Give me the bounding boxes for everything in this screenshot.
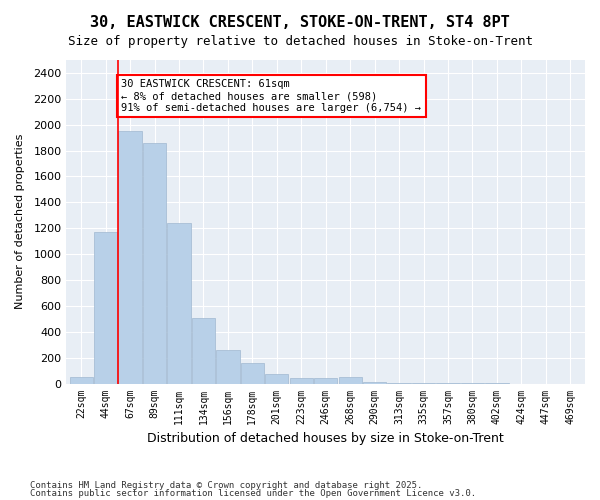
Y-axis label: Number of detached properties: Number of detached properties [15, 134, 25, 310]
Bar [338, 377, 362, 384]
Bar [314, 378, 337, 384]
Bar [94, 232, 117, 384]
Bar [118, 131, 142, 384]
Bar [290, 378, 313, 384]
Bar [143, 143, 166, 384]
Bar [192, 318, 215, 384]
Bar [388, 383, 411, 384]
Bar [241, 363, 264, 384]
X-axis label: Distribution of detached houses by size in Stoke-on-Trent: Distribution of detached houses by size … [148, 432, 504, 445]
Bar [216, 350, 239, 384]
Bar [363, 382, 386, 384]
Text: Size of property relative to detached houses in Stoke-on-Trent: Size of property relative to detached ho… [67, 35, 533, 48]
Bar [167, 223, 191, 384]
Bar [70, 377, 93, 384]
Text: Contains HM Land Registry data © Crown copyright and database right 2025.: Contains HM Land Registry data © Crown c… [30, 481, 422, 490]
Bar [265, 374, 289, 384]
Text: 30 EASTWICK CRESCENT: 61sqm
← 8% of detached houses are smaller (598)
91% of sem: 30 EASTWICK CRESCENT: 61sqm ← 8% of deta… [121, 80, 421, 112]
Text: Contains public sector information licensed under the Open Government Licence v3: Contains public sector information licen… [30, 488, 476, 498]
Text: 30, EASTWICK CRESCENT, STOKE-ON-TRENT, ST4 8PT: 30, EASTWICK CRESCENT, STOKE-ON-TRENT, S… [90, 15, 510, 30]
